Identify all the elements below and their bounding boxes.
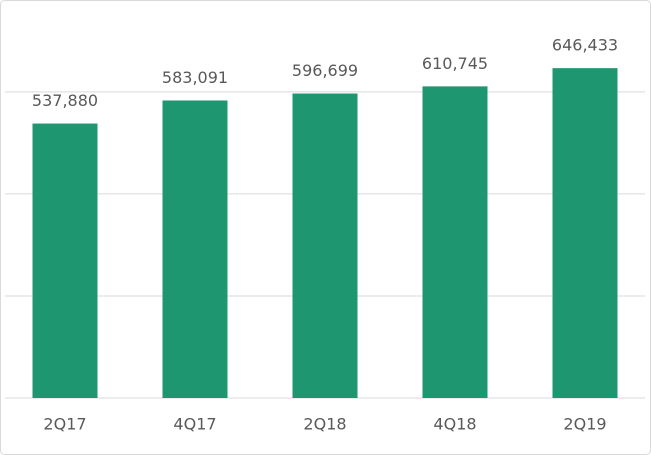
data-label: 610,745 <box>422 54 488 73</box>
bar <box>162 100 228 398</box>
x-tick-label: 4Q18 <box>433 415 476 434</box>
x-tick-label: 4Q17 <box>173 415 216 434</box>
data-label: 537,880 <box>32 91 98 110</box>
data-label: 583,091 <box>162 68 228 87</box>
bar <box>552 68 618 399</box>
x-tick-label: 2Q19 <box>563 415 606 434</box>
bar <box>292 93 358 398</box>
data-label: 646,433 <box>552 36 618 55</box>
bar <box>422 86 488 398</box>
x-tick-label: 2Q18 <box>303 415 346 434</box>
data-label: 596,699 <box>292 61 358 80</box>
x-tick-label: 2Q17 <box>43 415 86 434</box>
bar <box>32 123 98 399</box>
